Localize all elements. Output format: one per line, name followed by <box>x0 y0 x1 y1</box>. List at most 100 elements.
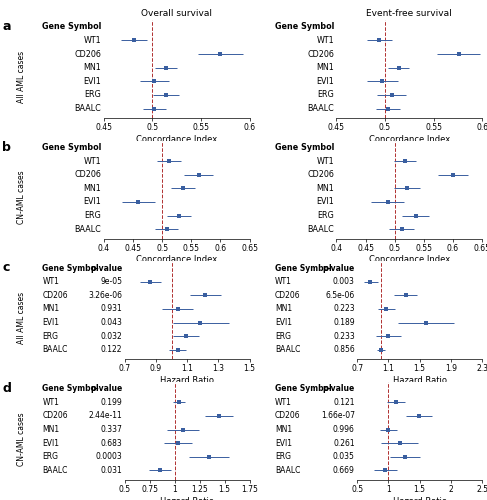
Text: d: d <box>2 382 11 395</box>
Text: ERG: ERG <box>275 452 291 462</box>
Text: EVI1: EVI1 <box>316 77 334 86</box>
Text: MN1: MN1 <box>84 63 101 72</box>
Text: All AML cases: All AML cases <box>18 292 26 344</box>
Text: EVI1: EVI1 <box>42 318 59 327</box>
Text: Gene Symbol: Gene Symbol <box>42 264 99 272</box>
Text: WT1: WT1 <box>84 36 101 45</box>
Text: 6.5e-06: 6.5e-06 <box>325 291 355 300</box>
Text: WT1: WT1 <box>317 156 334 166</box>
Text: Gene Symbol: Gene Symbol <box>42 22 101 32</box>
Text: CD206: CD206 <box>307 170 334 179</box>
Text: CD206: CD206 <box>75 50 101 58</box>
Text: MN1: MN1 <box>42 425 59 434</box>
Text: ERG: ERG <box>42 452 58 462</box>
Text: 0.035: 0.035 <box>333 452 355 462</box>
Text: 1.66e-07: 1.66e-07 <box>321 412 355 420</box>
Text: EVI1: EVI1 <box>84 77 101 86</box>
Text: b: b <box>2 140 11 153</box>
Text: Gene Symbol: Gene Symbol <box>275 22 334 32</box>
Text: EVI1: EVI1 <box>84 198 101 206</box>
Text: 0.189: 0.189 <box>333 318 355 327</box>
Text: Gene Symbol: Gene Symbol <box>275 264 332 272</box>
Text: CD206: CD206 <box>42 291 68 300</box>
Title: Event-free survival: Event-free survival <box>366 9 452 18</box>
X-axis label: Hazard Ratio: Hazard Ratio <box>393 496 447 500</box>
Text: MN1: MN1 <box>316 63 334 72</box>
Text: 0.122: 0.122 <box>101 346 122 354</box>
Text: ERG: ERG <box>42 332 58 340</box>
Text: 0.233: 0.233 <box>333 332 355 340</box>
Text: Gene Symbol: Gene Symbol <box>42 384 99 393</box>
Text: 0.032: 0.032 <box>100 332 122 340</box>
Text: EVI1: EVI1 <box>275 318 292 327</box>
Text: CD206: CD206 <box>275 291 300 300</box>
Text: EVI1: EVI1 <box>42 438 59 448</box>
Text: WT1: WT1 <box>42 398 59 407</box>
Text: 0.003: 0.003 <box>333 277 355 286</box>
Text: 3.26e-06: 3.26e-06 <box>88 291 122 300</box>
Text: 0.337: 0.337 <box>100 425 122 434</box>
Text: 0.199: 0.199 <box>100 398 122 407</box>
Text: 0.683: 0.683 <box>100 438 122 448</box>
Text: p-value: p-value <box>322 264 355 272</box>
Text: 0.043: 0.043 <box>100 318 122 327</box>
Text: 0.0003: 0.0003 <box>95 452 122 462</box>
Text: CN-AML cases: CN-AML cases <box>18 412 26 466</box>
Text: ERG: ERG <box>275 332 291 340</box>
X-axis label: Hazard Ratio: Hazard Ratio <box>160 496 214 500</box>
X-axis label: Concordance Index: Concordance Index <box>369 135 450 144</box>
Text: BAALC: BAALC <box>307 104 334 113</box>
Text: MN1: MN1 <box>316 184 334 193</box>
Text: BAALC: BAALC <box>275 466 300 475</box>
Text: a: a <box>2 20 11 33</box>
Text: 0.996: 0.996 <box>333 425 355 434</box>
Text: BAALC: BAALC <box>75 104 101 113</box>
Text: MN1: MN1 <box>42 304 59 314</box>
Text: c: c <box>2 261 10 274</box>
Text: 9e-05: 9e-05 <box>100 277 122 286</box>
Title: Overall survival: Overall survival <box>141 9 212 18</box>
Text: WT1: WT1 <box>275 398 292 407</box>
Text: BAALC: BAALC <box>75 224 101 234</box>
Text: MN1: MN1 <box>275 425 292 434</box>
Text: p-value: p-value <box>90 264 122 272</box>
Text: BAALC: BAALC <box>275 346 300 354</box>
Text: ERG: ERG <box>85 90 101 100</box>
Text: Gene Symbol: Gene Symbol <box>275 143 334 152</box>
Text: 0.261: 0.261 <box>333 438 355 448</box>
Text: CD206: CD206 <box>275 412 300 420</box>
Text: BAALC: BAALC <box>307 224 334 234</box>
Text: 0.031: 0.031 <box>100 466 122 475</box>
Text: BAALC: BAALC <box>42 346 68 354</box>
Text: Gene Symbol: Gene Symbol <box>42 143 101 152</box>
Text: MN1: MN1 <box>275 304 292 314</box>
Text: EVI1: EVI1 <box>316 198 334 206</box>
Text: 0.223: 0.223 <box>333 304 355 314</box>
Text: 0.856: 0.856 <box>333 346 355 354</box>
X-axis label: Hazard Ratio: Hazard Ratio <box>160 376 214 385</box>
Text: CD206: CD206 <box>42 412 68 420</box>
Text: All AML cases: All AML cases <box>18 51 26 103</box>
Text: ERG: ERG <box>317 211 334 220</box>
X-axis label: Concordance Index: Concordance Index <box>136 135 217 144</box>
Text: EVI1: EVI1 <box>275 438 292 448</box>
Text: MN1: MN1 <box>84 184 101 193</box>
Text: ERG: ERG <box>85 211 101 220</box>
X-axis label: Concordance Index: Concordance Index <box>369 256 450 264</box>
Text: Gene Symbol: Gene Symbol <box>275 384 332 393</box>
X-axis label: Concordance Index: Concordance Index <box>136 256 217 264</box>
Text: 0.121: 0.121 <box>333 398 355 407</box>
Text: WT1: WT1 <box>42 277 59 286</box>
X-axis label: Hazard Ratio: Hazard Ratio <box>393 376 447 385</box>
Text: WT1: WT1 <box>317 36 334 45</box>
Text: 0.931: 0.931 <box>100 304 122 314</box>
Text: p-value: p-value <box>322 384 355 393</box>
Text: WT1: WT1 <box>275 277 292 286</box>
Text: CD206: CD206 <box>307 50 334 58</box>
Text: CN-AML cases: CN-AML cases <box>18 170 26 224</box>
Text: 0.669: 0.669 <box>333 466 355 475</box>
Text: p-value: p-value <box>90 384 122 393</box>
Text: CD206: CD206 <box>75 170 101 179</box>
Text: BAALC: BAALC <box>42 466 68 475</box>
Text: WT1: WT1 <box>84 156 101 166</box>
